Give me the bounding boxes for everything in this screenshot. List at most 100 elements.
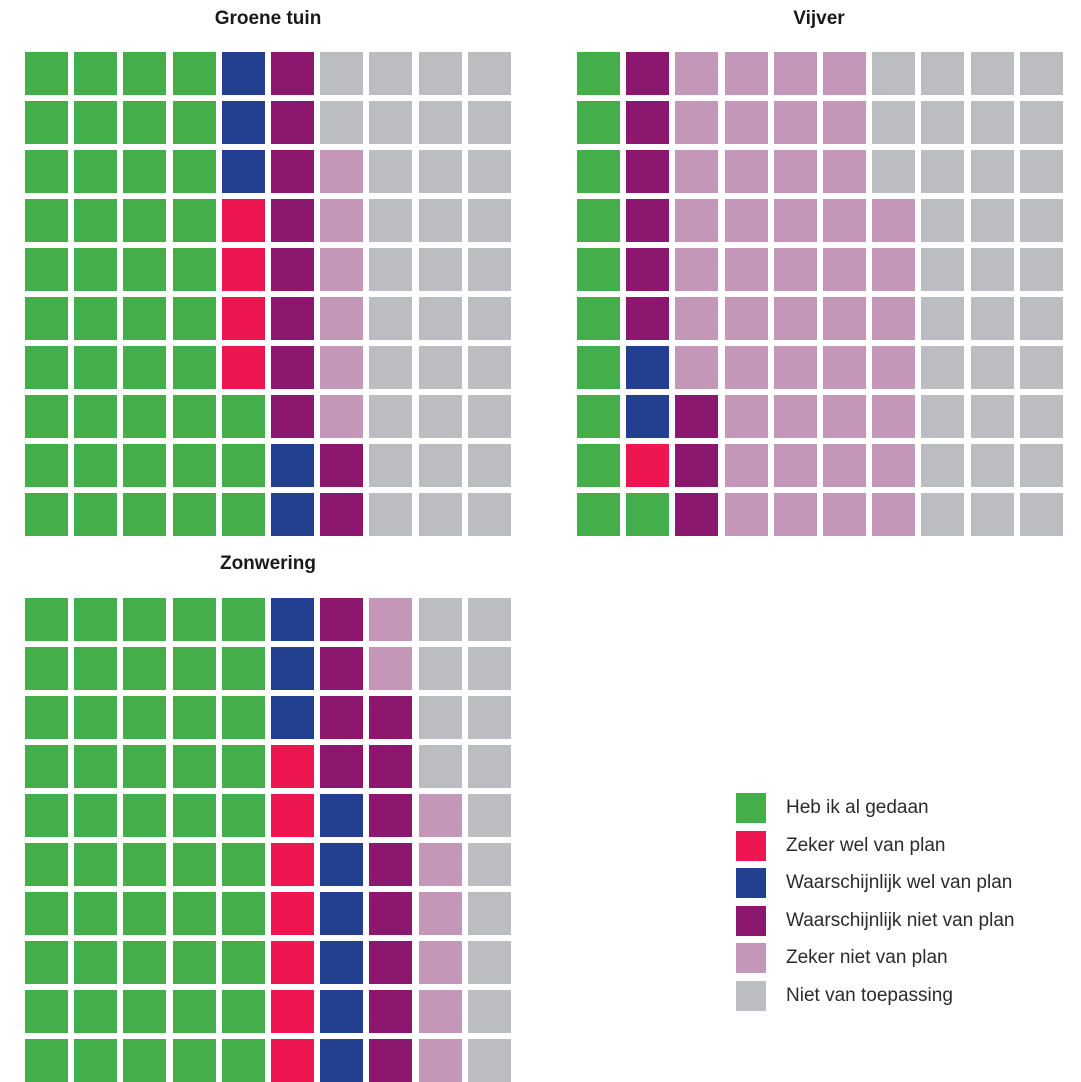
- waffle-cell: [724, 248, 768, 291]
- waffle-cell: [172, 150, 216, 193]
- waffle-cell: [626, 101, 670, 144]
- waffle-cell: [369, 395, 413, 438]
- waffle-cell: [221, 696, 265, 739]
- waffle-cell: [369, 199, 413, 242]
- legend-label: Zeker niet van plan: [786, 947, 948, 969]
- waffle-cell: [626, 150, 670, 193]
- waffle-cell: [467, 150, 511, 193]
- waffle-cell: [675, 493, 719, 536]
- waffle-cell: [872, 346, 916, 389]
- waffle-cell: [123, 199, 167, 242]
- waffle-cell: [172, 101, 216, 144]
- waffle-cell: [270, 990, 314, 1033]
- waffle-cell: [221, 745, 265, 788]
- waffle-cell: [320, 745, 364, 788]
- waffle-cell: [172, 941, 216, 984]
- waffle-cell: [172, 696, 216, 739]
- waffle-cell: [626, 395, 670, 438]
- waffle-cell: [1019, 199, 1063, 242]
- waffle-cell: [773, 101, 817, 144]
- waffle-cell: [270, 248, 314, 291]
- waffle-cell: [970, 444, 1014, 487]
- waffle-cell: [724, 52, 768, 95]
- waffle-cell: [25, 990, 68, 1033]
- waffle-cell: [418, 647, 462, 690]
- waffle-cell: [626, 346, 670, 389]
- waffle-cell: [25, 696, 68, 739]
- waffle-cell: [369, 794, 413, 837]
- waffle-cell: [270, 444, 314, 487]
- waffle-cell: [172, 395, 216, 438]
- waffle-cell: [270, 843, 314, 886]
- waffle-cell: [270, 52, 314, 95]
- waffle-cell: [467, 248, 511, 291]
- waffle-cell: [25, 1039, 68, 1082]
- waffle-cell: [369, 52, 413, 95]
- waffle-cell: [1019, 52, 1063, 95]
- waffle-cell: [320, 1039, 364, 1082]
- waffle-cell: [626, 297, 670, 340]
- waffle-cell: [320, 52, 364, 95]
- waffle-cell: [123, 1039, 167, 1082]
- waffle-cell: [369, 444, 413, 487]
- waffle-cell: [270, 794, 314, 837]
- waffle-grid-groene-tuin: [25, 52, 511, 536]
- waffle-cell: [872, 493, 916, 536]
- waffle-cell: [123, 248, 167, 291]
- waffle-cell: [172, 745, 216, 788]
- waffle-cell: [773, 52, 817, 95]
- waffle-cell: [320, 647, 364, 690]
- waffle-cell: [467, 52, 511, 95]
- waffle-cell: [74, 297, 118, 340]
- chart-title-zonwering: Zonwering: [219, 553, 317, 574]
- waffle-cell: [822, 395, 866, 438]
- waffle-cell: [123, 892, 167, 935]
- waffle-cell: [123, 598, 167, 641]
- waffle-cell: [467, 990, 511, 1033]
- waffle-cell: [467, 395, 511, 438]
- waffle-cell: [172, 346, 216, 389]
- legend-label: Zeker wel van plan: [786, 834, 946, 856]
- waffle-cell: [172, 248, 216, 291]
- waffle-cell: [221, 647, 265, 690]
- waffle-cell: [221, 444, 265, 487]
- waffle-cell: [123, 297, 167, 340]
- waffle-cell: [921, 346, 965, 389]
- waffle-cell: [921, 493, 965, 536]
- waffle-cell: [675, 52, 719, 95]
- waffle-cell: [577, 493, 620, 536]
- waffle-cell: [320, 395, 364, 438]
- waffle-cell: [822, 248, 866, 291]
- waffle-cell: [221, 199, 265, 242]
- legend-item: Waarschijnlijk niet van plan: [736, 905, 1015, 936]
- waffle-cell: [773, 444, 817, 487]
- waffle-cell: [822, 150, 866, 193]
- waffle-cell: [74, 892, 118, 935]
- waffle-cell: [970, 248, 1014, 291]
- waffle-cell: [626, 248, 670, 291]
- waffle-cell: [221, 52, 265, 95]
- waffle-cell: [320, 493, 364, 536]
- waffle-cell: [467, 1039, 511, 1082]
- waffle-cell: [221, 843, 265, 886]
- waffle-cell: [418, 150, 462, 193]
- waffle-cell: [172, 990, 216, 1033]
- waffle-cell: [123, 990, 167, 1033]
- waffle-cell: [74, 493, 118, 536]
- waffle-cell: [74, 346, 118, 389]
- waffle-cell: [872, 395, 916, 438]
- waffle-cell: [270, 745, 314, 788]
- waffle-cell: [74, 941, 118, 984]
- waffle-cell: [369, 1039, 413, 1082]
- waffle-grid-zonwering: [25, 598, 511, 1082]
- waffle-cell: [467, 101, 511, 144]
- waffle-cell: [1019, 297, 1063, 340]
- waffle-cell: [369, 248, 413, 291]
- waffle-cell: [418, 493, 462, 536]
- waffle-cell: [25, 346, 68, 389]
- waffle-cell: [172, 843, 216, 886]
- waffle-cell: [221, 150, 265, 193]
- waffle-cell: [675, 297, 719, 340]
- waffle-cell: [172, 647, 216, 690]
- legend-label: Waarschijnlijk niet van plan: [786, 909, 1015, 931]
